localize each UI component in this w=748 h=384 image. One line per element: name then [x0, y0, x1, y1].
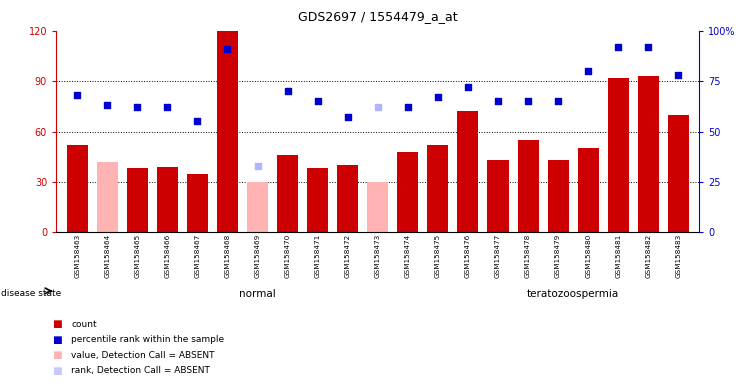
Text: ■: ■	[52, 319, 62, 329]
Text: GSM158468: GSM158468	[224, 234, 230, 278]
Bar	[337, 165, 358, 232]
Point	[582, 68, 594, 74]
Text: GSM158472: GSM158472	[345, 234, 351, 278]
Text: value, Detection Call = ABSENT: value, Detection Call = ABSENT	[71, 351, 215, 360]
Point	[101, 102, 113, 108]
Bar	[126, 169, 148, 232]
Bar	[363, 232, 393, 278]
Bar	[157, 167, 178, 232]
Point	[162, 104, 174, 111]
Text: GSM158464: GSM158464	[104, 234, 110, 278]
Bar	[607, 78, 629, 232]
Text: GSM158469: GSM158469	[254, 234, 260, 278]
Point	[552, 98, 564, 104]
Text: GDS2697 / 1554479_a_at: GDS2697 / 1554479_a_at	[298, 10, 458, 23]
Point	[342, 114, 354, 121]
Bar	[543, 232, 573, 278]
Point	[522, 98, 534, 104]
Point	[191, 118, 203, 124]
Text: GSM158470: GSM158470	[284, 234, 290, 278]
Text: GSM158476: GSM158476	[465, 234, 471, 278]
Point	[132, 104, 144, 111]
Bar	[183, 232, 212, 278]
Bar	[96, 162, 117, 232]
Bar	[303, 232, 333, 278]
Text: percentile rank within the sample: percentile rank within the sample	[71, 335, 224, 344]
Point	[372, 104, 384, 111]
Bar	[67, 145, 88, 232]
Text: GSM158479: GSM158479	[555, 234, 561, 278]
Text: GSM158481: GSM158481	[615, 234, 622, 278]
Text: GSM158471: GSM158471	[315, 234, 321, 278]
Point	[221, 46, 233, 52]
Point	[251, 163, 263, 169]
Bar	[247, 182, 268, 232]
Bar	[187, 174, 208, 232]
Bar	[603, 232, 634, 278]
Bar	[242, 232, 272, 278]
Point	[672, 72, 684, 78]
Point	[492, 98, 504, 104]
Bar	[663, 232, 693, 278]
Point	[462, 84, 474, 90]
Text: GSM158477: GSM158477	[495, 234, 501, 278]
Text: GSM158475: GSM158475	[435, 234, 441, 278]
Text: teratozoospermia: teratozoospermia	[527, 289, 619, 299]
Text: GSM158474: GSM158474	[405, 234, 411, 278]
Bar	[62, 232, 92, 278]
Point	[71, 92, 83, 98]
Text: GSM158463: GSM158463	[74, 234, 80, 278]
Text: ■: ■	[52, 366, 62, 376]
Text: GSM158482: GSM158482	[646, 234, 652, 278]
Text: rank, Detection Call = ABSENT: rank, Detection Call = ABSENT	[71, 366, 210, 375]
Bar	[423, 232, 453, 278]
Bar	[577, 148, 598, 232]
Bar	[668, 115, 689, 232]
Text: ■: ■	[52, 335, 62, 345]
Bar	[217, 31, 238, 232]
Bar	[638, 76, 659, 232]
Bar	[548, 160, 568, 232]
Text: ■: ■	[52, 350, 62, 360]
Bar	[397, 152, 418, 232]
Point	[402, 104, 414, 111]
Text: GSM158466: GSM158466	[165, 234, 171, 278]
Text: GSM158483: GSM158483	[675, 234, 681, 278]
Text: GSM158473: GSM158473	[375, 234, 381, 278]
Bar	[427, 145, 448, 232]
Bar	[307, 169, 328, 232]
Text: GSM158467: GSM158467	[194, 234, 200, 278]
Bar	[518, 140, 539, 232]
Bar	[457, 111, 479, 232]
Text: disease state: disease state	[1, 289, 62, 298]
Text: GSM158465: GSM158465	[134, 234, 141, 278]
Text: count: count	[71, 320, 96, 329]
Text: GSM158480: GSM158480	[585, 234, 591, 278]
Point	[312, 98, 324, 104]
Text: normal: normal	[239, 289, 276, 299]
Point	[281, 88, 293, 94]
Bar	[483, 232, 513, 278]
Point	[643, 44, 654, 50]
Point	[432, 94, 444, 100]
Text: GSM158478: GSM158478	[525, 234, 531, 278]
Bar	[277, 155, 298, 232]
Point	[612, 44, 624, 50]
Bar	[367, 182, 388, 232]
Bar	[488, 160, 509, 232]
Bar	[122, 232, 153, 278]
